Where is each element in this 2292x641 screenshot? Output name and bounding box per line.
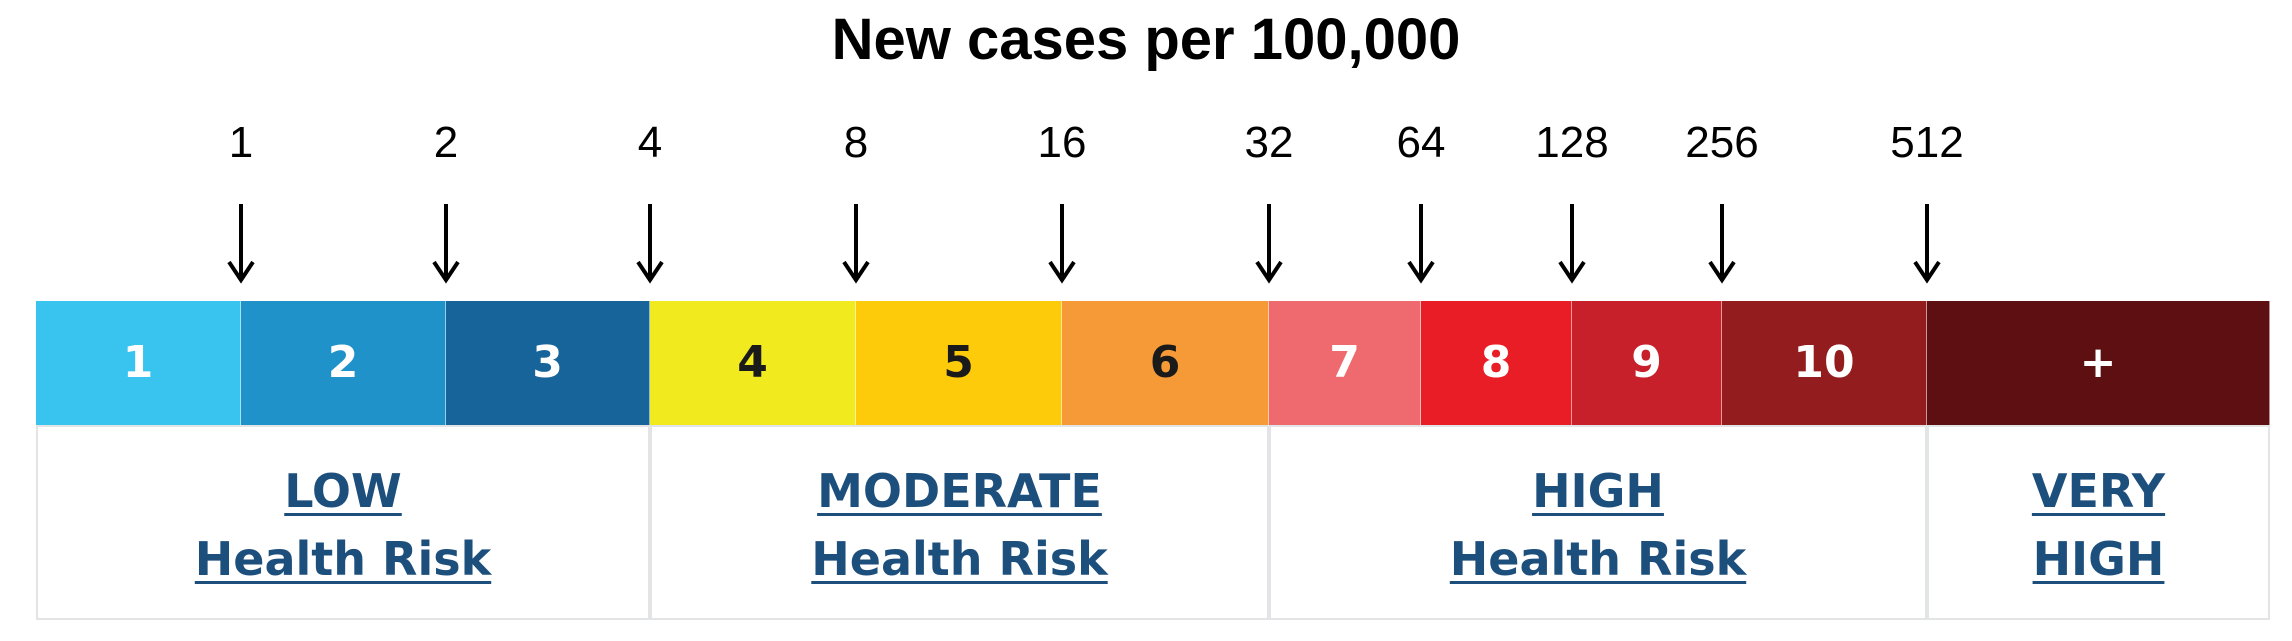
down-arrow-icon — [432, 204, 460, 284]
risk-box-moderate: MODERATE Health Risk — [650, 425, 1269, 620]
scale-segment-9: 9 — [1572, 301, 1722, 425]
risk-link-very-high[interactable]: VERY — [2031, 464, 2166, 518]
down-arrow-icon — [1255, 204, 1283, 284]
threshold-label: 256 — [1685, 118, 1759, 167]
segment-label: 3 — [532, 337, 563, 388]
threshold-label: 4 — [637, 118, 663, 167]
threshold-marker: 8 — [776, 118, 936, 294]
segment-label: 5 — [943, 337, 974, 388]
risk-box-very-high: VERY HIGH — [1927, 425, 2270, 620]
risk-link-low[interactable]: LOW — [284, 464, 402, 518]
risk-link-low[interactable]: Health Risk — [194, 532, 492, 586]
risk-box-low: LOW Health Risk — [36, 425, 650, 620]
risk-link-moderate[interactable]: Health Risk — [811, 532, 1108, 586]
threshold-marker: 2 — [366, 118, 526, 294]
threshold-marker: 4 — [570, 118, 730, 294]
segment-label: 9 — [1631, 337, 1662, 388]
threshold-label: 512 — [1890, 118, 1964, 167]
risk-level-row: LOW Health Risk MODERATE Health Risk HIGH Hea… — [36, 425, 2270, 620]
chart-title: New cases per 100,000 — [831, 7, 1461, 72]
threshold-marker: 512 — [1847, 118, 2007, 294]
threshold-label: 2 — [433, 118, 459, 167]
scale-segment-8: 8 — [1421, 301, 1572, 425]
risk-link-very-high[interactable]: HIGH — [2032, 532, 2165, 586]
segment-label: + — [2079, 337, 2117, 388]
segment-label: 8 — [1480, 337, 1512, 388]
scale-segment-10: 10 — [1722, 301, 1927, 425]
threshold-label: 128 — [1535, 118, 1609, 167]
threshold-marker: 256 — [1642, 118, 1802, 294]
threshold-markers: 1 2 4 8 16 32 64 128 256 512 — [0, 0, 2292, 300]
down-arrow-icon — [1913, 204, 1941, 284]
scale-segment-6: 6 — [1062, 301, 1269, 425]
risk-color-scale: 1 2 3 4 5 6 7 8 9 10 + — [36, 301, 2270, 425]
threshold-label: 64 — [1396, 118, 1446, 167]
down-arrow-icon — [842, 204, 870, 284]
down-arrow-icon — [1708, 204, 1736, 284]
segment-label: 10 — [1793, 337, 1855, 388]
segment-label: 6 — [1149, 337, 1181, 388]
threshold-marker: 128 — [1492, 118, 1652, 294]
scale-segment-plus: + — [1927, 301, 2270, 425]
threshold-marker: 16 — [982, 118, 1142, 294]
risk-link-moderate[interactable]: MODERATE — [817, 464, 1102, 518]
threshold-marker: 32 — [1189, 118, 1349, 294]
risk-link-high[interactable]: Health Risk — [1449, 532, 1747, 586]
scale-segment-5: 5 — [856, 301, 1062, 425]
scale-segment-3: 3 — [446, 301, 650, 425]
down-arrow-icon — [1407, 204, 1435, 284]
scale-segment-4: 4 — [650, 301, 856, 425]
down-arrow-icon — [227, 204, 255, 284]
segment-label: 1 — [122, 337, 154, 388]
threshold-label: 32 — [1244, 118, 1294, 167]
threshold-marker: 64 — [1341, 118, 1501, 294]
segment-label: 2 — [327, 337, 359, 388]
threshold-label: 8 — [843, 118, 869, 167]
threshold-marker: 1 — [161, 118, 321, 294]
threshold-label: 16 — [1037, 118, 1087, 167]
scale-segment-7: 7 — [1269, 301, 1421, 425]
threshold-label: 1 — [228, 118, 254, 167]
risk-box-high: HIGH Health Risk — [1269, 425, 1927, 620]
segment-label: 4 — [737, 337, 768, 388]
risk-link-high[interactable]: HIGH — [1532, 464, 1664, 518]
scale-segment-2: 2 — [241, 301, 446, 425]
down-arrow-icon — [1048, 204, 1076, 284]
scale-segment-1: 1 — [36, 301, 241, 425]
segment-label: 7 — [1329, 337, 1360, 388]
down-arrow-icon — [636, 204, 664, 284]
down-arrow-icon — [1558, 204, 1586, 284]
